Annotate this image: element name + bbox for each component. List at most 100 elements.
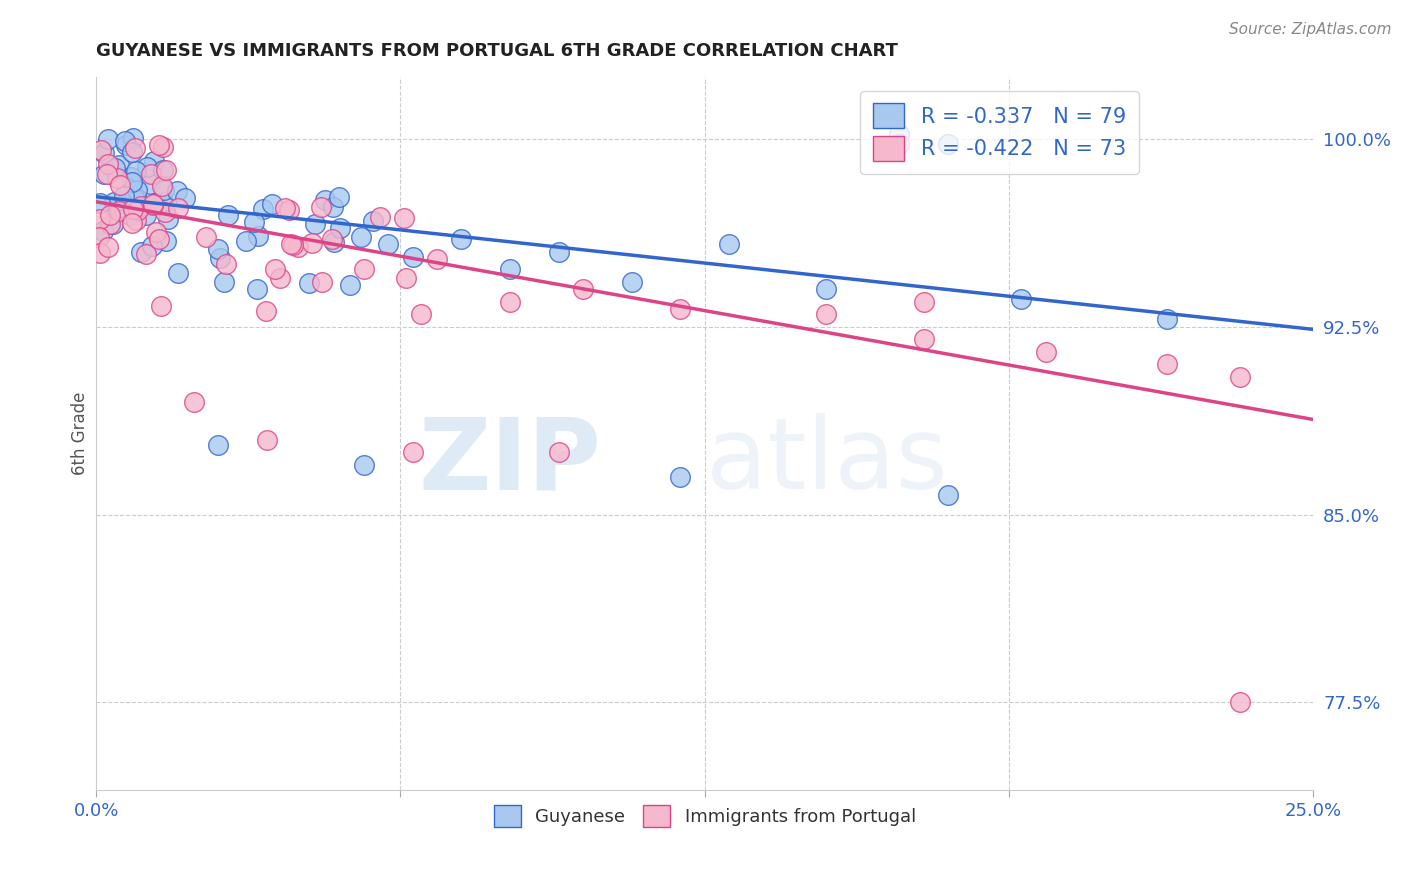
Point: [246, 228, 269, 243]
Point: [107, 204, 129, 219]
Point: [1156, 312, 1178, 326]
Point: [401, 250, 423, 264]
Point: [118, 208, 141, 222]
Point: [409, 307, 432, 321]
Point: [353, 458, 375, 472]
Point: [155, 163, 177, 178]
Point: [129, 244, 152, 259]
Point: [235, 234, 257, 248]
Point: [142, 197, 165, 211]
Point: [1010, 293, 1032, 307]
Point: [121, 145, 143, 159]
Point: [207, 437, 229, 451]
Point: [93, 168, 115, 182]
Point: [153, 183, 176, 197]
Point: [281, 237, 304, 252]
Point: [166, 184, 188, 198]
Point: [218, 208, 240, 222]
Point: [252, 202, 274, 216]
Point: [215, 257, 238, 271]
Point: [89, 245, 111, 260]
Point: [114, 138, 136, 153]
Point: [329, 221, 352, 235]
Point: [127, 202, 149, 217]
Point: [323, 235, 346, 249]
Point: [110, 178, 132, 193]
Point: [669, 302, 692, 317]
Point: [89, 212, 111, 227]
Point: [124, 141, 146, 155]
Point: [114, 189, 136, 203]
Point: [120, 170, 142, 185]
Point: [1035, 345, 1057, 359]
Point: [97, 132, 120, 146]
Point: [138, 178, 160, 192]
Y-axis label: 6th Grade: 6th Grade: [72, 392, 89, 475]
Point: [142, 197, 165, 211]
Point: [353, 262, 375, 277]
Point: [394, 211, 416, 225]
Point: [141, 238, 163, 252]
Point: [122, 203, 145, 218]
Point: [304, 217, 326, 231]
Point: [125, 192, 148, 206]
Text: ZIP: ZIP: [419, 413, 602, 510]
Point: [208, 251, 231, 265]
Point: [322, 200, 344, 214]
Point: [1229, 370, 1251, 384]
Point: [815, 307, 838, 321]
Point: [108, 158, 131, 172]
Point: [212, 275, 235, 289]
Point: [269, 271, 291, 285]
Point: [426, 252, 449, 267]
Point: [889, 127, 911, 141]
Point: [155, 234, 177, 248]
Point: [363, 214, 385, 228]
Point: [256, 303, 278, 318]
Point: [401, 445, 423, 459]
Point: [148, 232, 170, 246]
Point: [152, 139, 174, 153]
Point: [152, 195, 174, 210]
Point: [328, 190, 350, 204]
Point: [263, 261, 285, 276]
Point: [149, 299, 172, 313]
Point: [142, 154, 165, 169]
Point: [103, 194, 125, 209]
Point: [156, 212, 179, 227]
Point: [287, 240, 309, 254]
Point: [122, 131, 145, 145]
Point: [143, 196, 166, 211]
Point: [97, 157, 120, 171]
Point: [124, 164, 146, 178]
Point: [97, 240, 120, 254]
Point: [280, 237, 302, 252]
Point: [246, 281, 269, 295]
Point: [450, 232, 472, 246]
Point: [127, 183, 149, 197]
Point: [499, 294, 522, 309]
Point: [135, 246, 157, 260]
Point: [139, 167, 162, 181]
Point: [912, 332, 935, 346]
Point: [207, 242, 229, 256]
Point: [98, 217, 121, 231]
Point: [131, 199, 153, 213]
Point: [121, 216, 143, 230]
Point: [314, 193, 336, 207]
Point: [321, 232, 343, 246]
Point: [889, 137, 911, 152]
Point: [90, 143, 112, 157]
Point: [298, 276, 321, 290]
Point: [167, 202, 190, 216]
Point: [274, 201, 297, 215]
Point: [89, 196, 111, 211]
Point: [256, 433, 278, 447]
Point: [395, 271, 418, 285]
Point: [912, 294, 935, 309]
Point: [96, 167, 118, 181]
Point: [167, 266, 190, 280]
Point: [98, 208, 121, 222]
Text: atlas: atlas: [706, 413, 948, 510]
Point: [152, 162, 174, 177]
